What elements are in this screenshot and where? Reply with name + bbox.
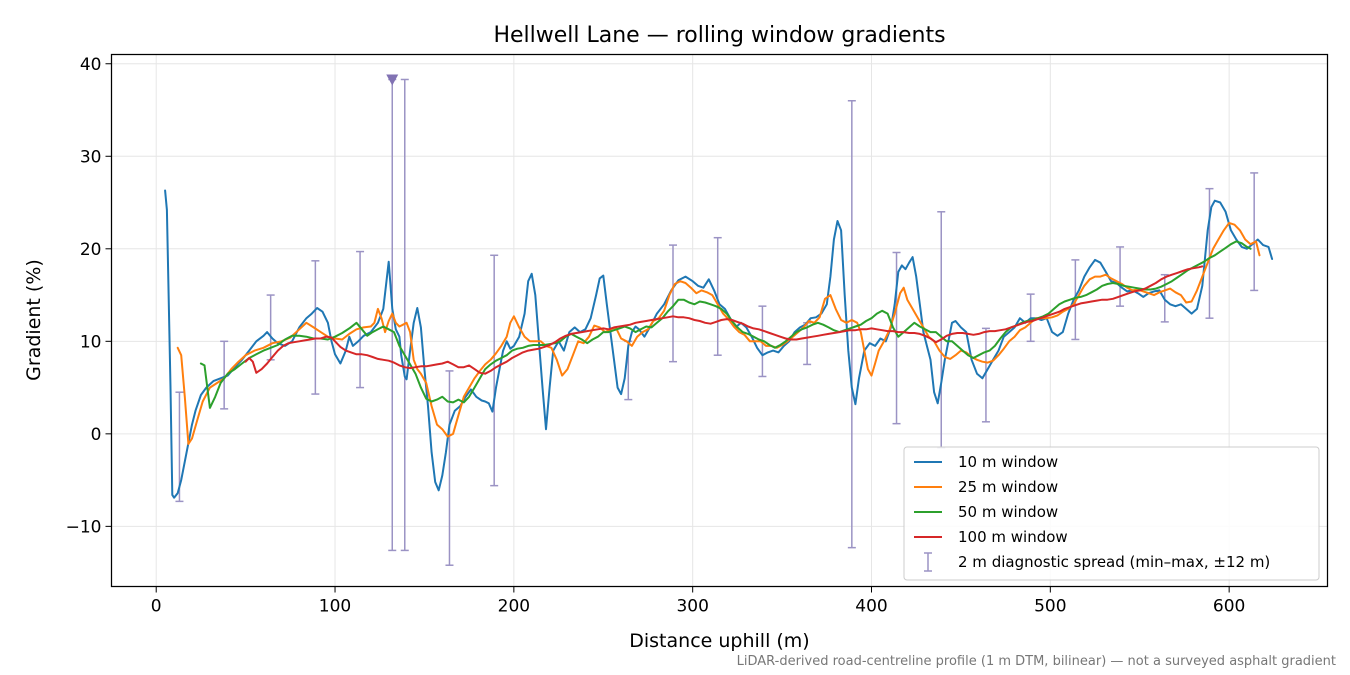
- diagnostic-errorbar: [847, 100, 856, 549]
- diagnostic-errorbar: [356, 250, 365, 389]
- legend-item: 100 m window: [914, 528, 1068, 546]
- x-tick-label: 400: [855, 597, 887, 617]
- series-layer: [164, 189, 1274, 499]
- diagnostic-errorbar: [445, 370, 454, 566]
- legend-box: [903, 446, 1320, 581]
- diagnostic-errorbar: [220, 340, 229, 410]
- legend-item: 50 m window: [914, 503, 1058, 521]
- legend: 10 m window 25 m window 50 m window 100 m w…: [903, 446, 1320, 581]
- x-tick-label: 600: [1213, 597, 1245, 617]
- diagnostic-errorbar: [713, 236, 722, 356]
- diagnostic-spread-layer: [175, 78, 1259, 566]
- x-axis-label: Distance uphill (m): [629, 630, 809, 652]
- series-line: [199, 240, 1252, 409]
- diagnostic-errorbar: [490, 254, 499, 487]
- y-tick-label: −10: [66, 517, 102, 537]
- plot-frame: [110, 53, 1329, 588]
- peak-marker: [386, 74, 399, 86]
- x-tick-label: 300: [676, 597, 708, 617]
- legend-label: 50 m window: [958, 503, 1058, 521]
- x-tick-label: 200: [498, 597, 530, 617]
- legend-item: 2 m diagnostic spread (min–max, ±12 m): [924, 552, 1270, 572]
- y-tick-label: 0: [91, 425, 102, 445]
- diagnostic-errorbar: [981, 327, 990, 423]
- diagnostic-errorbar: [669, 244, 678, 363]
- diagnostic-errorbar: [1250, 172, 1259, 292]
- y-tick-label: 40: [80, 55, 102, 75]
- axes: 0 100 200 300 400 500 600 −10 0 10 20 30 40: [66, 55, 1246, 617]
- series-line: [164, 189, 1274, 499]
- legend-label: 10 m window: [958, 453, 1058, 471]
- legend-label: 2 m diagnostic spread (min–max, ±12 m): [958, 553, 1270, 571]
- y-tick-label: 30: [80, 147, 102, 167]
- y-tick-label: 20: [80, 240, 102, 260]
- y-tick-label: 10: [80, 332, 102, 352]
- legend-label: 100 m window: [958, 528, 1068, 546]
- chart-title: Hellwell Lane — rolling window gradients: [493, 23, 945, 48]
- legend-label: 25 m window: [958, 478, 1058, 496]
- x-tick-label: 100: [319, 597, 351, 617]
- series-line: [176, 221, 1261, 445]
- x-tick-label: 0: [151, 597, 162, 617]
- diagnostic-errorbar: [1205, 187, 1214, 319]
- legend-item: 25 m window: [914, 478, 1058, 496]
- series-line: [244, 265, 1204, 375]
- footnote: LiDAR-derived road-centreline profile (1…: [737, 654, 1336, 669]
- marker-layer: [386, 74, 399, 86]
- diagnostic-errorbar: [400, 78, 409, 552]
- legend-item: 10 m window: [914, 453, 1058, 471]
- y-axis-label: Gradient (%): [23, 259, 45, 381]
- x-tick-label: 500: [1034, 597, 1066, 617]
- grid: [111, 54, 1328, 587]
